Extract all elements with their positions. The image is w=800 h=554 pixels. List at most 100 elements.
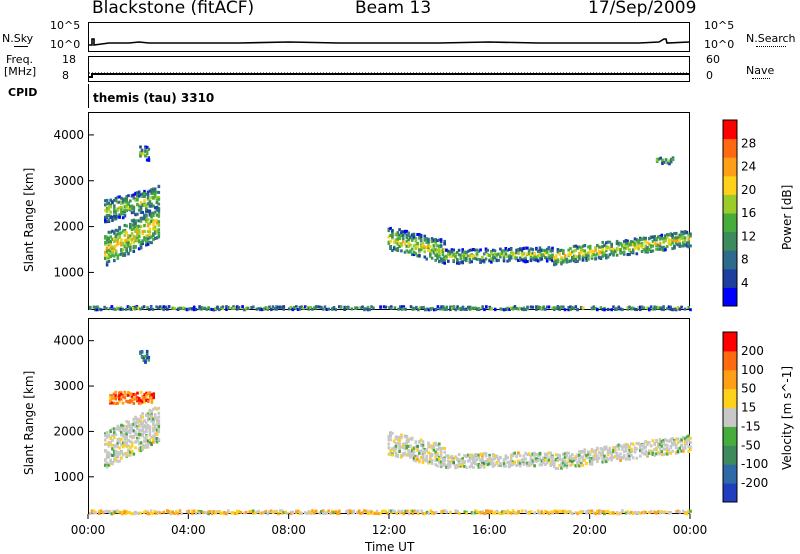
data-cell — [477, 465, 481, 469]
data-cell — [207, 512, 210, 516]
data-cell — [148, 200, 152, 204]
data-cell — [490, 509, 493, 513]
data-cell — [642, 446, 646, 450]
data-cell — [98, 307, 101, 311]
data-cell — [673, 308, 676, 311]
data-cell — [152, 423, 155, 427]
data-cell — [524, 451, 527, 455]
data-cell — [143, 436, 146, 440]
data-cell — [130, 232, 134, 236]
data-cell — [531, 251, 535, 255]
data-cell — [538, 251, 542, 255]
data-cell — [433, 511, 436, 515]
data-cell — [120, 238, 123, 242]
data-cell — [653, 447, 656, 451]
data-cell — [405, 444, 409, 448]
data-cell — [434, 450, 437, 454]
data-cell — [191, 512, 194, 515]
data-cell — [235, 509, 239, 513]
data-cell — [152, 238, 155, 242]
data-cell — [517, 462, 520, 466]
data-cell — [644, 247, 647, 251]
data-cell — [500, 253, 504, 257]
data-cell — [454, 456, 457, 460]
data-cell — [109, 216, 112, 219]
data-cell — [421, 454, 425, 458]
data-cell — [608, 253, 612, 257]
data-cell — [137, 235, 141, 239]
data-cell — [536, 459, 540, 462]
data-cell — [143, 213, 146, 217]
data-cell — [209, 307, 212, 311]
data-cell — [475, 463, 479, 467]
data-cell — [116, 459, 120, 463]
data-cell — [484, 250, 488, 254]
data-cell — [619, 444, 622, 448]
data-cell — [127, 450, 130, 454]
data-cell — [125, 393, 128, 397]
data-cell — [447, 463, 450, 467]
data-cell — [423, 255, 427, 259]
data-cell — [671, 239, 674, 243]
data-cell — [658, 451, 662, 455]
data-cell — [466, 249, 470, 253]
data-cell — [461, 254, 464, 258]
data-cell — [423, 250, 427, 254]
data-cell — [567, 510, 570, 514]
data-cell — [687, 437, 690, 441]
data-cell — [109, 249, 112, 253]
data-cell — [130, 512, 133, 516]
data-cell — [153, 414, 157, 417]
data-cell — [554, 259, 558, 263]
data-cell — [398, 447, 401, 451]
data-cell — [466, 459, 470, 463]
data-cell — [574, 254, 578, 258]
data-cell — [155, 201, 159, 205]
data-cell — [431, 511, 434, 515]
data-cell — [472, 465, 475, 469]
data-cell — [612, 455, 615, 459]
data-cell — [356, 510, 359, 514]
data-cell — [592, 250, 596, 254]
data-cell — [624, 240, 628, 244]
data-cell — [669, 438, 673, 441]
data-cell — [141, 232, 144, 236]
data-cell — [162, 308, 166, 312]
data-cell — [126, 305, 130, 309]
data-cell — [459, 458, 463, 462]
data-cell — [658, 443, 662, 446]
data-cell — [502, 464, 506, 468]
data-cell — [473, 256, 477, 260]
data-cell — [439, 238, 443, 242]
data-cell — [565, 510, 569, 514]
data-cell — [137, 231, 141, 235]
data-cell — [125, 442, 128, 446]
data-cell — [270, 509, 273, 513]
data-cell — [567, 259, 570, 263]
data-cell — [396, 236, 400, 240]
data-cell — [203, 510, 207, 514]
data-cell — [107, 454, 111, 457]
data-cell — [653, 237, 656, 241]
data-cell — [407, 234, 410, 238]
data-cell — [305, 512, 309, 515]
data-cell — [130, 399, 134, 403]
data-cell — [157, 438, 161, 442]
data-cell — [137, 191, 141, 195]
data-cell — [116, 445, 120, 449]
data-cell — [429, 460, 432, 464]
data-cell — [470, 511, 474, 515]
data-cell — [320, 510, 323, 514]
data-cell — [606, 453, 610, 457]
data-cell — [490, 250, 493, 253]
data-cell — [668, 162, 671, 166]
data-cell — [391, 233, 394, 237]
data-cell — [456, 251, 459, 254]
data-cell — [282, 307, 286, 311]
data-cell — [107, 443, 111, 447]
data-cell — [673, 245, 676, 249]
data-cell — [579, 462, 583, 466]
data-cell — [447, 454, 450, 458]
data-cell — [522, 247, 526, 250]
data-cell — [414, 252, 418, 256]
